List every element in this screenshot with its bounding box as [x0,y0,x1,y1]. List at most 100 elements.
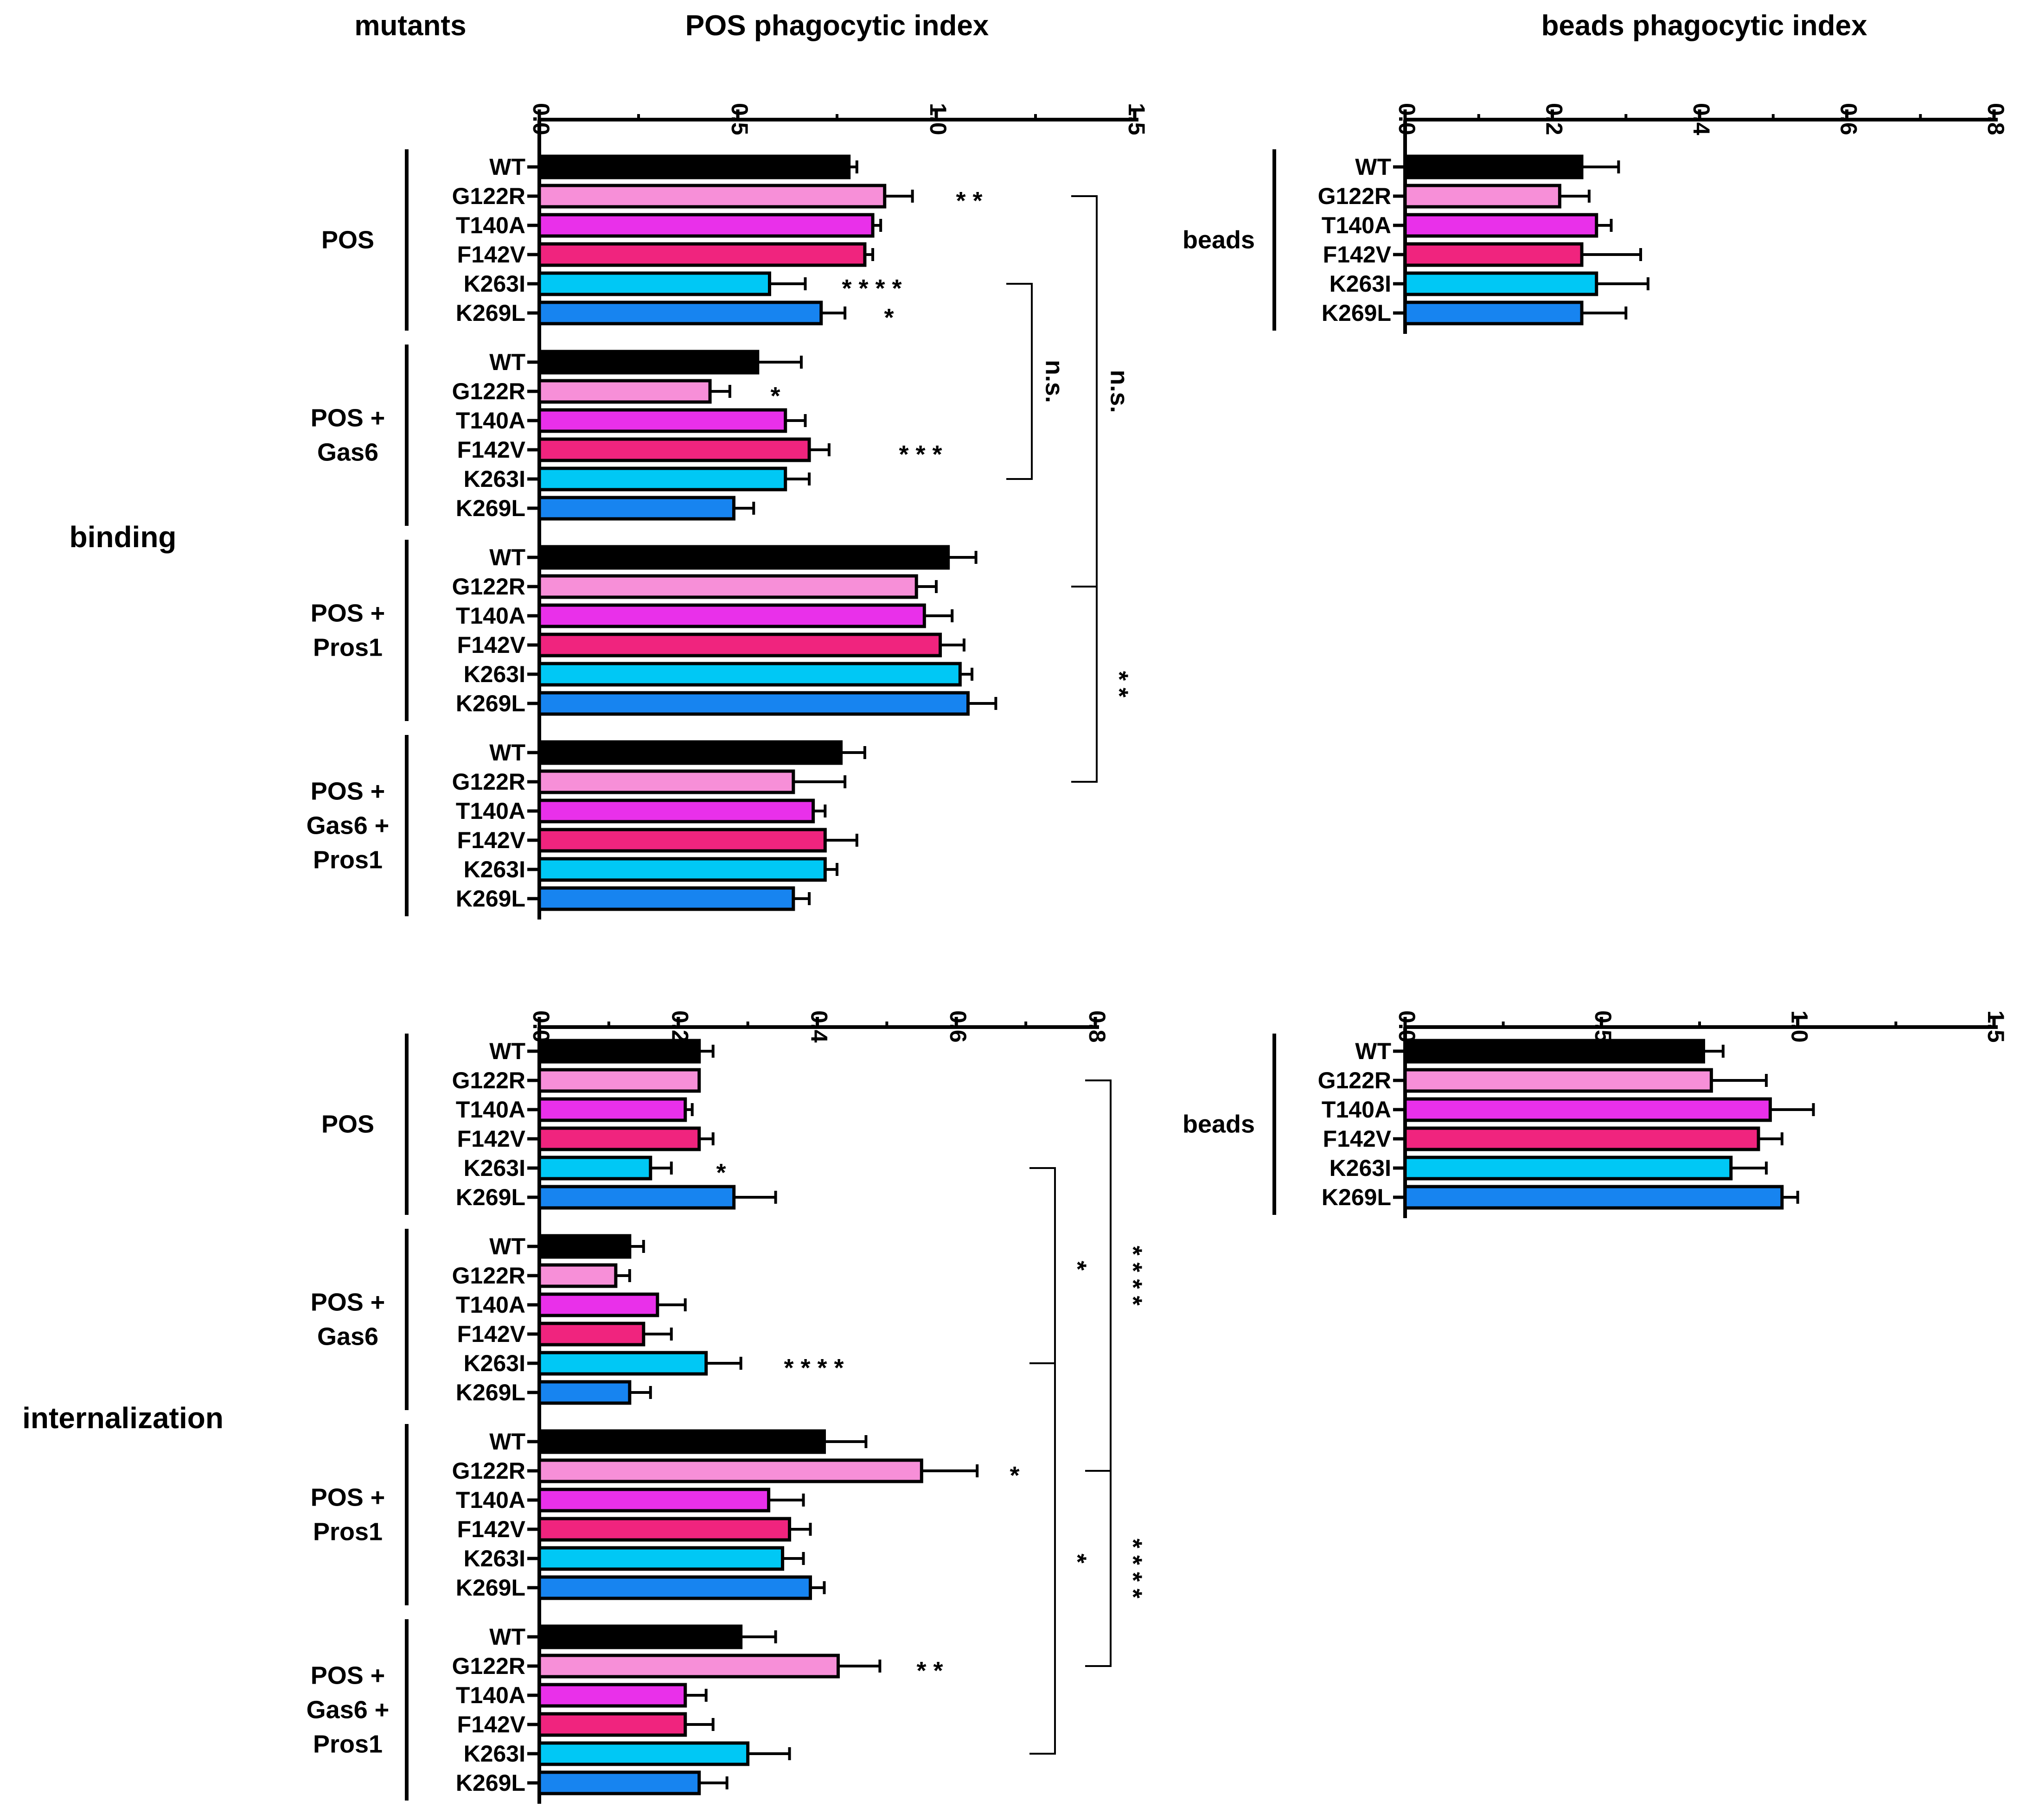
bar-wt [537,154,851,179]
x-tick-label: 0.5 [1590,1010,1616,1043]
category-label: K263I [464,1545,525,1571]
bar-k263i [537,466,787,492]
pos-index-header: POS phagocytic index [685,10,989,42]
bracket-line [1029,1167,1056,1364]
bar-k263i [537,1546,785,1571]
significance-label: * [716,1159,726,1187]
x-tick-label: 1.0 [1786,1010,1812,1043]
bar-wt [1403,1039,1705,1064]
significance-label: * * * * [784,1354,844,1382]
bar-t140a [537,408,787,433]
group-pos-gas6: POS + Gas6 WT G122R T140A F142V K263I K269L [311,1229,742,1410]
x-tick-label: 0.5 [727,103,753,135]
category-label: WT [1355,154,1391,180]
bar-t140a [537,1488,771,1513]
category-label: K269L [1322,1184,1391,1210]
bar-wt [537,350,760,375]
category-label: WT [489,1429,525,1455]
significance-label: * [884,304,894,332]
bar-k269l [537,1185,736,1210]
bar-k263i [1403,1156,1733,1181]
bar-g122r [537,1654,840,1679]
bar-g122r [537,184,887,209]
category-label: K263I [464,466,525,492]
bracket-label: * [1064,1261,1092,1271]
binding-row-label: binding [69,520,176,554]
category-label: WT [489,154,525,180]
significance-label: * * * * [842,275,901,302]
bar-t140a [537,1683,687,1708]
group-label: POS + Pros1 [311,600,385,662]
x-tick-label: 1.0 [925,103,951,135]
bar-f142v [1403,242,1584,267]
category-label: T140A [456,1682,525,1708]
group-label: POS + Gas6 [311,1289,385,1351]
bracket-line [1085,1079,1112,1472]
x-tick-label: 0.6 [945,1010,971,1043]
group-label: POS + Pros1 [311,1484,385,1546]
category-label: F142V [457,242,526,268]
bar-t140a [537,1097,687,1122]
bar-f142v [537,1517,792,1542]
bar-wt [537,1039,701,1064]
bar-f142v [537,632,942,658]
category-label: F142V [457,632,526,658]
bracket-label: n.s. [1106,370,1133,413]
bar-k263i [537,662,962,687]
bar-k263i [537,1156,652,1181]
category-label: T140A [456,1097,525,1123]
bar-f142v [537,437,811,462]
group-label: POS + Gas6 + Pros1 [307,1662,390,1758]
category-label: G122R [452,378,525,404]
bar-k269l [537,1770,701,1795]
group-label: beads [1183,1111,1255,1138]
category-label: T140A [456,603,525,629]
bracket-line [1029,1362,1056,1755]
category-label: T140A [1322,212,1391,238]
category-label: K269L [456,495,525,521]
group-pos-pros1: POS + Pros1 WT G122R T140A F142V K263I K269L [311,540,997,721]
bracket-line [1071,195,1098,588]
group-label: POS [321,1111,374,1138]
category-label: K263I [1330,1155,1391,1181]
category-label: G122R [452,769,525,795]
comparison-bracket: * * * * [1085,1079,1147,1472]
bar-k269l [537,691,970,716]
bar-wt [537,1429,826,1454]
bracket-line [1071,586,1098,783]
category-label: K263I [464,661,525,687]
category-label: F142V [457,1321,526,1347]
category-label: T140A [456,1487,525,1513]
x-tick-label: 0.2 [667,1010,693,1043]
bracket-label: n.s. [1041,360,1068,403]
category-label: F142V [457,1126,526,1152]
category-label: K263I [464,856,525,882]
x-tick-label: 0.8 [1084,1010,1110,1043]
bar-g122r [1403,1068,1713,1093]
comparison-bracket: * * * * [1085,1470,1147,1667]
category-label: K263I [464,1155,525,1181]
bar-f142v [537,1712,687,1737]
significance-label: * * [916,1657,943,1685]
bar-k263i [537,1351,708,1376]
category-label: F142V [457,827,526,853]
bar-t140a [537,1292,659,1317]
category-label: K269L [456,886,525,912]
bar-wt [1403,154,1584,179]
category-label: WT [489,544,525,570]
category-label: F142V [457,437,526,463]
significance-label: * [770,382,780,410]
category-label: T140A [456,798,525,824]
bar-wt [537,545,950,570]
bar-k269l [537,1575,812,1600]
category-label: G122R [1318,183,1391,209]
group-pos: POS WT G122R T140A F142V K263I K269L [321,149,914,331]
bar-f142v [537,1126,701,1151]
bar-k263i [537,1741,750,1766]
bar-f142v [537,828,827,853]
group-pos-gas6-pros1: POS + Gas6 + Pros1 WT G122R T140A F142V K263I K2… [307,735,866,916]
bar-f142v [1403,1126,1760,1151]
bar-t140a [537,798,815,824]
category-label: WT [1355,1038,1391,1064]
